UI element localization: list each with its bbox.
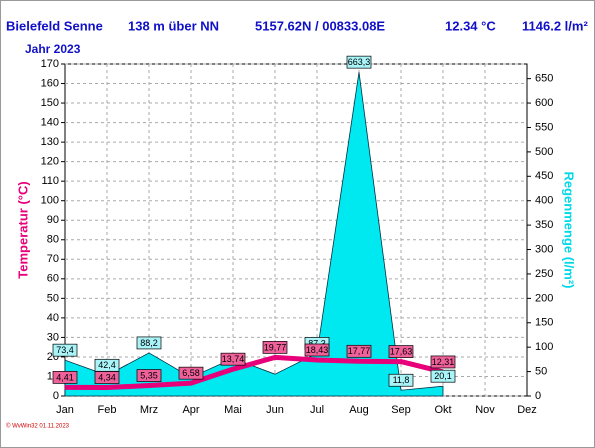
value-label-box xyxy=(220,352,246,366)
temp-line xyxy=(64,354,444,391)
plot-area xyxy=(64,63,528,397)
value-label-box xyxy=(304,343,330,357)
station: Bielefeld Senne xyxy=(6,18,103,33)
value-label: 87,3 xyxy=(308,338,326,348)
y-tick-label: 50 xyxy=(47,292,59,304)
y2-tick-label: 300 xyxy=(535,243,553,255)
value-label: 13,74 xyxy=(222,354,245,364)
y2-tick-label: 400 xyxy=(535,195,553,207)
value-label-box xyxy=(346,344,372,358)
value-label: 663,3 xyxy=(348,57,371,67)
value-label-box xyxy=(262,341,288,354)
value-label: 20,1 xyxy=(434,371,452,381)
y2-tick-label: 250 xyxy=(535,268,553,280)
y-tick-label: 130 xyxy=(41,136,59,148)
y2-axis-label: Regenmenge (l/m²) xyxy=(562,171,577,288)
value-label-box xyxy=(136,336,162,350)
y2-tick-label: 150 xyxy=(535,317,553,329)
value-label: 73,4 xyxy=(56,345,74,355)
value-label: 12,31 xyxy=(432,357,455,367)
value-label-box xyxy=(430,369,456,383)
y-tick-label: 150 xyxy=(41,97,59,109)
y-axis-label: Temperatur (°C) xyxy=(15,181,30,278)
value-label: 88,2 xyxy=(140,338,158,348)
y-tick-label: 170 xyxy=(41,58,59,70)
value-label-box xyxy=(388,345,414,358)
value-label: 6,58 xyxy=(182,368,200,378)
value-label-box xyxy=(94,371,120,384)
x-tick-label: Mai xyxy=(224,404,242,416)
mean-temp: 12.34 °C xyxy=(445,18,496,33)
y2-tick-label: 600 xyxy=(535,97,553,109)
value-label-box xyxy=(346,55,372,69)
x-tick-label: Sep xyxy=(391,404,411,416)
y2-tick-label: 100 xyxy=(535,341,553,353)
value-label-box xyxy=(430,355,456,369)
value-label-box xyxy=(52,343,78,357)
x-tick-label: Jun xyxy=(266,404,284,416)
value-label: 11,8 xyxy=(393,375,410,385)
y-tick-label: 40 xyxy=(47,312,59,324)
altitude: 138 m über NN xyxy=(128,18,219,33)
value-label: 17,63 xyxy=(390,346,413,356)
x-tick-label: Mrz xyxy=(140,404,158,416)
value-label: 4,34 xyxy=(98,372,116,382)
y-tick-label: 140 xyxy=(41,116,59,128)
x-tick-label: Feb xyxy=(98,404,117,416)
value-label-box xyxy=(388,373,414,387)
y-tick-label: 70 xyxy=(47,253,59,265)
total-rain: 1146.2 l/m² xyxy=(522,18,588,33)
y2-tick-label: 0 xyxy=(535,390,541,402)
value-label: 17,77 xyxy=(348,346,371,356)
y-tick-label: 110 xyxy=(41,175,59,187)
value-label-box xyxy=(52,371,78,384)
y-tick-label: 60 xyxy=(47,273,59,285)
y-tick-label: 90 xyxy=(47,214,59,226)
x-tick-label: Aug xyxy=(349,404,369,416)
value-label: 4,41 xyxy=(56,372,74,382)
x-tick-label: Jul xyxy=(310,404,324,416)
y2-tick-label: 550 xyxy=(535,121,553,133)
y-tick-label: 80 xyxy=(47,234,59,246)
value-label: 42,4 xyxy=(98,360,116,370)
y-tick-label: 30 xyxy=(47,331,59,343)
y2-tick-label: 500 xyxy=(535,146,553,158)
y2-tick-label: 450 xyxy=(535,170,553,182)
x-tick-label: Dez xyxy=(517,404,537,416)
y2-tick-label: 50 xyxy=(535,365,547,377)
chart-title: Jahr 2023 xyxy=(25,42,81,56)
x-tick-label: Apr xyxy=(182,404,199,416)
y-tick-label: 160 xyxy=(41,77,59,89)
x-tick-label: Jan xyxy=(56,404,74,416)
value-label: 5,35 xyxy=(140,370,158,380)
x-tick-label: Okt xyxy=(434,404,451,416)
y2-tick-label: 650 xyxy=(535,73,553,85)
value-label-box xyxy=(136,369,162,382)
y-tick-label: 120 xyxy=(41,156,59,168)
coords: 5157.62N / 00833.08E xyxy=(255,18,385,33)
y2-tick-label: 350 xyxy=(535,219,553,231)
x-tick-label: Nov xyxy=(475,404,495,416)
y-tick-label: 0 xyxy=(53,390,59,402)
y2-tick-label: 200 xyxy=(535,292,553,304)
y-tick-label: 100 xyxy=(41,195,59,207)
value-label: 19,77 xyxy=(264,342,287,352)
value-label-box xyxy=(178,366,204,380)
footer: © WvWin32 01.11.2023 xyxy=(6,423,70,430)
value-label: 18,43 xyxy=(306,345,329,355)
